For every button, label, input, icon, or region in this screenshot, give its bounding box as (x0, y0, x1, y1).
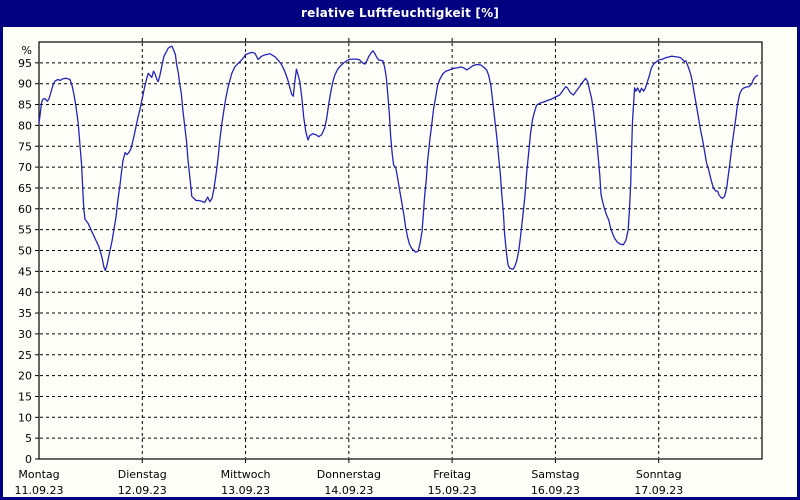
y-tick-label: 40 (18, 286, 32, 299)
x-day-label: Dienstag (118, 468, 167, 481)
y-tick-label: 50 (18, 245, 32, 258)
plot-frame (38, 41, 763, 460)
y-tick-label: 15 (18, 390, 32, 403)
axes (35, 38, 763, 463)
y-tick-label: 30 (18, 328, 32, 341)
y-tick-label: 45 (18, 265, 32, 278)
x-date-label: 12.09.23 (118, 484, 167, 497)
y-tick-label: 90 (18, 78, 32, 91)
y-tick-label: 10 (18, 411, 32, 424)
y-tick-label: 55 (18, 224, 32, 237)
x-date-label: 17.09.23 (634, 484, 683, 497)
y-tick-label: 85 (18, 99, 32, 112)
y-tick-label: 75 (18, 140, 32, 153)
x-date-label: 14.09.23 (324, 484, 373, 497)
chart-title: relative Luftfeuchtigkeit [%] (300, 6, 500, 20)
x-day-label: Samstag (531, 468, 579, 481)
x-day-label: Donnerstag (317, 468, 381, 481)
window-titlebar: relative Luftfeuchtigkeit [%] (0, 0, 800, 27)
x-date-label: 11.09.23 (15, 484, 64, 497)
x-day-label: Freitag (433, 468, 471, 481)
y-tick-label: 80 (18, 119, 32, 132)
chart-canvas (3, 27, 797, 497)
y-tick-label: 60 (18, 203, 32, 216)
x-day-label: Montag (18, 468, 59, 481)
y-tick-label: 0 (25, 453, 32, 466)
y-tick-label: 95 (18, 57, 32, 70)
y-tick-label: 25 (18, 349, 32, 362)
y-axis-unit-label: % (22, 44, 32, 57)
y-tick-label: 35 (18, 307, 32, 320)
x-date-label: 15.09.23 (428, 484, 477, 497)
y-tick-label: 70 (18, 161, 32, 174)
x-day-label: Mittwoch (221, 468, 271, 481)
humidity-series-line (38, 45, 759, 272)
gridlines (40, 43, 761, 458)
x-date-label: 13.09.23 (221, 484, 270, 497)
y-tick-label: 20 (18, 370, 32, 383)
x-day-label: Sonntag (636, 468, 682, 481)
y-tick-label: 65 (18, 182, 32, 195)
y-tick-label: 5 (25, 432, 32, 445)
x-date-label: 16.09.23 (531, 484, 580, 497)
